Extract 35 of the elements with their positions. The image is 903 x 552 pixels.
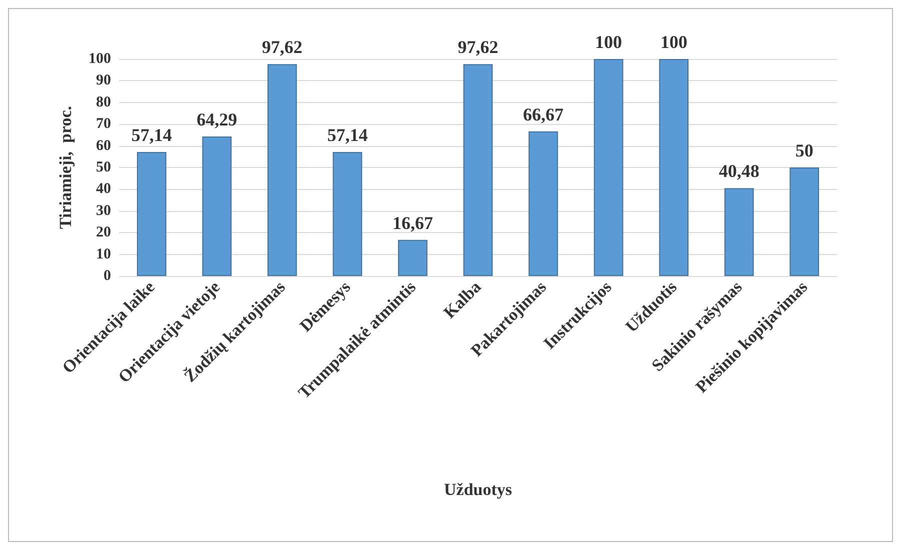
bar <box>528 131 558 276</box>
y-tick-label: 30 <box>96 202 111 219</box>
y-tick-label: 50 <box>96 160 111 176</box>
y-tick-label: 90 <box>96 72 111 89</box>
data-label: 100 <box>595 32 622 52</box>
data-label: 66,67 <box>523 104 564 124</box>
bar <box>267 64 297 276</box>
x-axis-title: Užduotys <box>444 480 512 499</box>
y-tick-label: 20 <box>96 224 111 241</box>
bar <box>463 64 493 276</box>
data-label: 57,14 <box>327 125 368 146</box>
data-label: 16,67 <box>392 212 433 233</box>
data-label: 40,48 <box>718 161 760 182</box>
bar <box>332 152 362 276</box>
data-label: 57,14 <box>131 125 172 146</box>
data-label: 64,29 <box>196 109 238 130</box>
bar <box>398 240 428 276</box>
bar <box>724 188 754 276</box>
data-label: 97,62 <box>262 37 302 58</box>
bar <box>790 168 820 276</box>
data-label: 100 <box>660 32 688 52</box>
y-tick-label: 40 <box>96 181 111 198</box>
y-tick-label: 80 <box>96 94 111 110</box>
y-axis-title: Tiriamieji, proc. <box>56 106 75 230</box>
bar <box>659 59 689 276</box>
y-tick-label: 60 <box>96 138 111 154</box>
bar <box>202 136 232 276</box>
y-tick-label: 100 <box>88 51 111 67</box>
bar <box>594 59 624 276</box>
y-tick-label: 70 <box>96 116 111 132</box>
bar <box>136 152 166 276</box>
y-tick-label: 10 <box>96 246 111 262</box>
y-tick-label: 0 <box>104 268 111 284</box>
data-label: 97,62 <box>458 37 498 58</box>
data-label: 50 <box>795 140 814 160</box>
